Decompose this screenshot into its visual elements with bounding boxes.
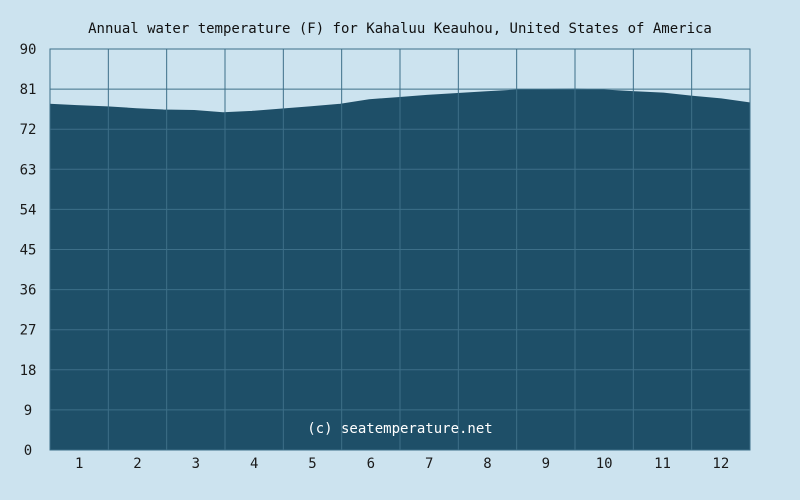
y-tick-label: 36 [20,283,37,299]
y-tick-label: 9 [24,403,32,419]
y-tick-label: 81 [20,82,37,98]
y-tick-label: 63 [20,162,37,178]
y-tick-label: 72 [20,122,37,138]
x-tick-label: 1 [75,456,83,472]
chart-title: Annual water temperature (F) for Kahaluu… [88,21,712,37]
x-tick-label: 12 [712,456,729,472]
y-tick-label: 18 [20,363,37,379]
x-tick-label: 6 [367,456,375,472]
x-tick-label: 10 [596,456,613,472]
y-tick-label: 0 [24,443,32,459]
y-tick-label: 45 [20,243,37,259]
watermark-text: (c) seatemperature.net [307,421,492,437]
y-tick-label: 90 [20,42,37,58]
x-tick-label: 2 [133,456,141,472]
x-tick-label: 9 [542,456,550,472]
x-tick-label: 8 [483,456,491,472]
x-tick-label: 5 [308,456,316,472]
x-tick-label: 3 [192,456,200,472]
y-tick-label: 54 [20,202,37,218]
x-tick-label: 7 [425,456,433,472]
x-tick-label: 4 [250,456,258,472]
plot-border [49,48,751,451]
y-tick-label: 27 [20,323,37,339]
x-tick-label: 11 [654,456,671,472]
